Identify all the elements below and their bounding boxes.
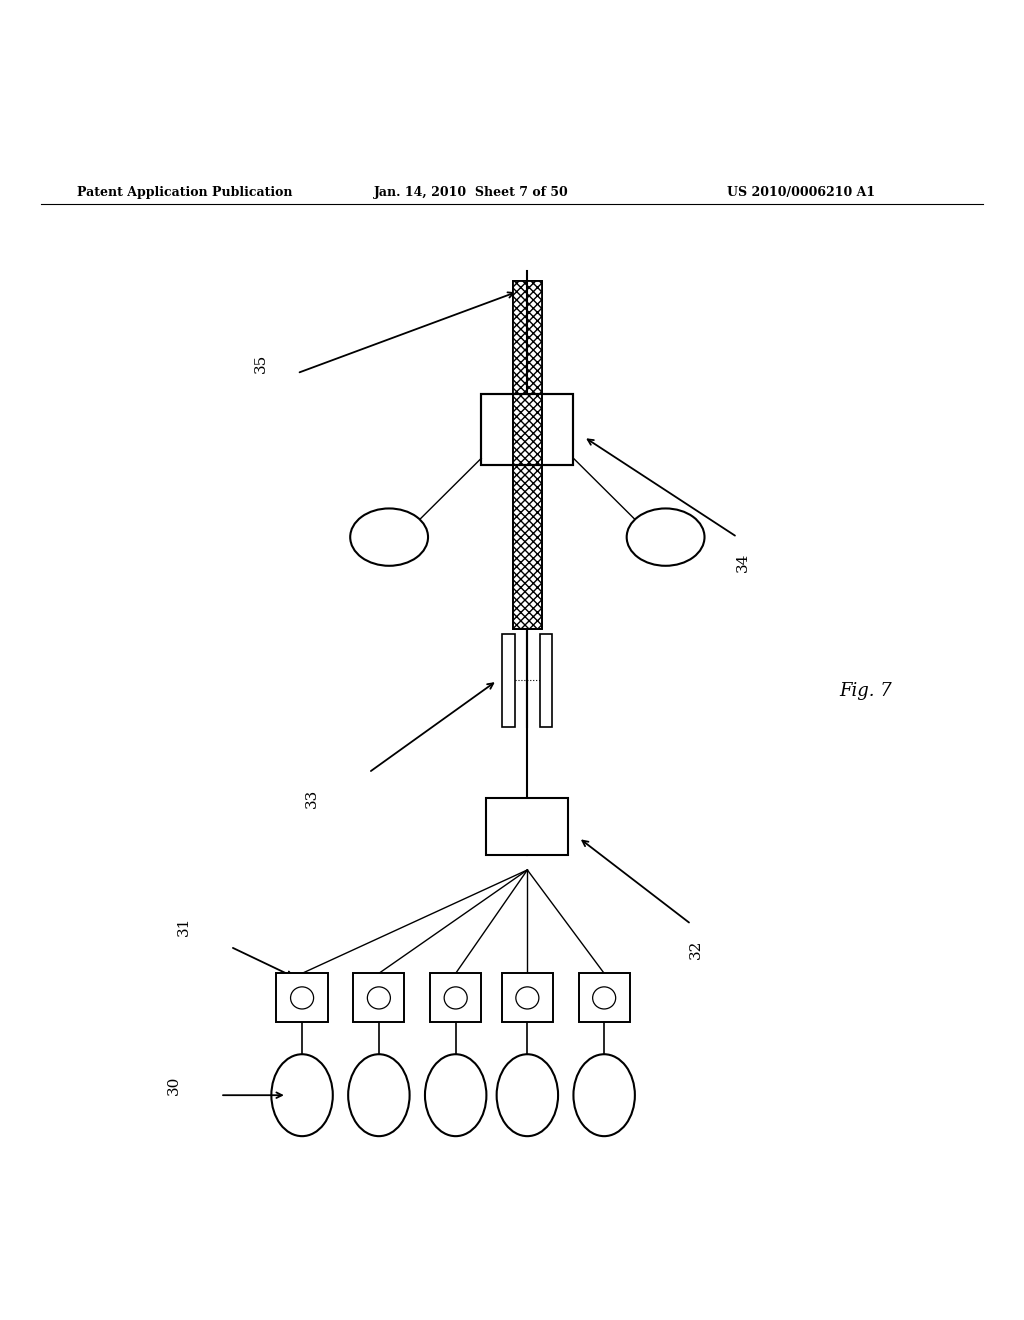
Bar [513,281,542,630]
Text: 33: 33 [305,788,319,808]
Bar [486,799,568,854]
Bar [513,281,542,630]
Bar [481,393,573,466]
Bar [541,635,553,726]
Ellipse shape [368,987,390,1008]
Ellipse shape [291,987,313,1008]
Bar [502,973,553,1023]
Bar [579,973,630,1023]
Ellipse shape [497,1055,558,1137]
Ellipse shape [348,1055,410,1137]
Ellipse shape [271,1055,333,1137]
Ellipse shape [627,508,705,566]
Ellipse shape [516,987,539,1008]
Text: 31: 31 [177,916,191,936]
Text: Fig. 7: Fig. 7 [840,681,893,700]
Bar [503,635,515,726]
Bar [513,281,542,393]
Text: Jan. 14, 2010  Sheet 7 of 50: Jan. 14, 2010 Sheet 7 of 50 [374,186,568,199]
Text: 35: 35 [254,354,268,372]
Text: US 2010/0006210 A1: US 2010/0006210 A1 [727,186,876,199]
Bar [430,973,481,1023]
Ellipse shape [350,508,428,566]
Ellipse shape [573,1055,635,1137]
Bar [481,393,573,466]
Bar [276,973,328,1023]
Ellipse shape [444,987,467,1008]
Ellipse shape [593,987,615,1008]
Text: 30: 30 [167,1076,181,1094]
Text: 34: 34 [735,553,750,573]
Text: Patent Application Publication: Patent Application Publication [77,186,292,199]
Bar [353,973,404,1023]
Ellipse shape [425,1055,486,1137]
Text: 32: 32 [689,940,703,960]
